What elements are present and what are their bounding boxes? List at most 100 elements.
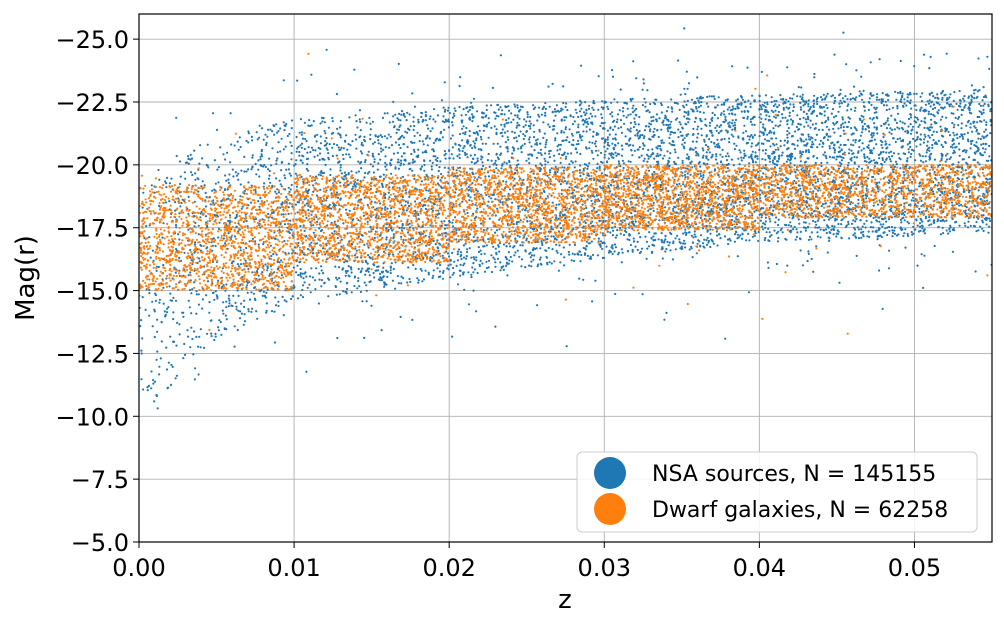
nsa-point — [330, 132, 333, 135]
nsa-point — [643, 135, 646, 138]
nsa-point — [555, 243, 558, 246]
nsa-point — [495, 229, 499, 232]
nsa-point — [472, 212, 475, 215]
nsa-point — [945, 219, 948, 222]
nsa-point — [631, 97, 634, 100]
nsa-point — [958, 135, 962, 138]
nsa-point — [812, 219, 815, 223]
nsa-point — [776, 240, 780, 243]
nsa-point — [494, 159, 497, 162]
nsa-point — [622, 114, 625, 117]
nsa-point — [306, 248, 310, 251]
nsa-point — [553, 260, 556, 263]
nsa-point — [166, 176, 169, 179]
nsa-point — [390, 158, 393, 161]
nsa-point — [868, 140, 871, 143]
nsa-point — [778, 187, 781, 190]
nsa-point — [960, 108, 963, 111]
nsa-point — [401, 175, 405, 178]
nsa-point — [931, 91, 934, 94]
nsa-point — [866, 235, 869, 238]
nsa-point — [709, 245, 712, 249]
nsa-point — [219, 146, 222, 149]
nsa-point — [477, 176, 480, 179]
nsa-point — [665, 311, 668, 314]
nsa-point — [987, 231, 990, 234]
nsa-point — [273, 310, 276, 313]
nsa-point — [860, 211, 863, 214]
nsa-point — [719, 237, 722, 240]
nsa-point — [932, 130, 935, 133]
nsa-point — [771, 159, 775, 162]
nsa-point — [412, 148, 416, 151]
nsa-point — [713, 142, 716, 145]
nsa-point — [805, 112, 808, 115]
nsa-point — [191, 288, 194, 291]
nsa-point — [840, 180, 843, 183]
nsa-point — [900, 100, 903, 104]
nsa-point — [289, 188, 292, 191]
nsa-point — [420, 180, 423, 183]
nsa-point — [369, 128, 372, 131]
nsa-point — [172, 318, 175, 321]
nsa-point — [495, 133, 498, 136]
nsa-point — [368, 274, 371, 277]
nsa-point — [588, 104, 591, 107]
nsa-point — [787, 213, 791, 216]
nsa-point — [607, 157, 610, 160]
nsa-point — [951, 250, 955, 253]
nsa-point — [826, 138, 830, 141]
nsa-point — [621, 148, 624, 151]
nsa-point — [262, 290, 265, 293]
nsa-point — [595, 132, 599, 135]
nsa-point — [151, 325, 154, 328]
nsa-point — [683, 137, 686, 140]
nsa-point — [690, 234, 693, 237]
nsa-point — [939, 118, 943, 121]
nsa-point — [854, 138, 857, 142]
nsa-point — [367, 246, 370, 249]
nsa-point — [319, 188, 322, 191]
nsa-point — [537, 151, 540, 154]
nsa-point — [169, 383, 173, 386]
nsa-point — [268, 169, 271, 173]
nsa-point — [320, 285, 323, 288]
nsa-point — [799, 108, 803, 111]
nsa-point — [181, 311, 184, 314]
nsa-point — [889, 208, 892, 211]
nsa-point — [465, 255, 468, 258]
nsa-point — [591, 115, 594, 118]
nsa-point — [301, 296, 305, 299]
nsa-point — [982, 192, 985, 195]
nsa-point — [651, 250, 654, 253]
nsa-point — [979, 152, 982, 155]
nsa-point — [380, 182, 383, 185]
nsa-point — [219, 321, 222, 324]
nsa-point — [275, 123, 278, 126]
nsa-point — [733, 142, 736, 145]
nsa-point — [588, 117, 591, 120]
nsa-point — [406, 145, 409, 149]
nsa-point — [824, 121, 827, 124]
nsa-point — [174, 224, 178, 227]
nsa-point — [591, 151, 594, 154]
nsa-point — [968, 109, 971, 112]
nsa-point — [835, 158, 838, 161]
nsa-point — [230, 143, 233, 146]
nsa-point — [980, 111, 983, 114]
nsa-point — [411, 158, 415, 161]
nsa-point — [506, 136, 509, 139]
nsa-point — [601, 100, 604, 103]
nsa-point — [846, 98, 849, 101]
nsa-point — [197, 224, 200, 227]
nsa-point — [988, 67, 991, 70]
nsa-point — [902, 197, 905, 200]
nsa-point — [169, 335, 172, 338]
nsa-point — [831, 141, 834, 144]
nsa-point — [466, 156, 469, 159]
nsa-point — [945, 52, 948, 55]
nsa-point — [239, 310, 242, 313]
nsa-point — [457, 148, 460, 151]
nsa-point — [536, 119, 539, 122]
nsa-point — [871, 230, 874, 233]
